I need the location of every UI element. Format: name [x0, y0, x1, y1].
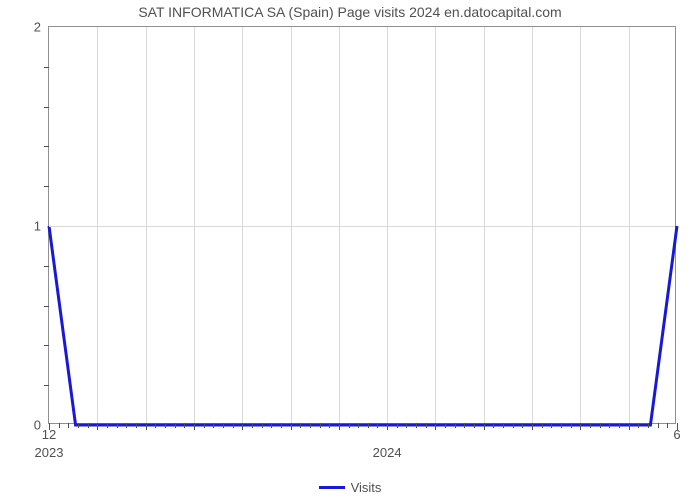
- x-minor-tick: [310, 423, 311, 428]
- x-minor-tick: [590, 423, 591, 428]
- visits-line: [49, 226, 677, 425]
- x-minor-tick: [184, 423, 185, 428]
- x-tick-label: 12: [42, 423, 56, 442]
- x-minor-tick: [455, 423, 456, 428]
- x-major-tick: [629, 423, 630, 430]
- grid-line-v: [339, 27, 340, 423]
- x-minor-tick: [542, 423, 543, 428]
- x-minor-tick: [658, 423, 659, 428]
- x-minor-tick: [571, 423, 572, 428]
- x-minor-tick: [561, 423, 562, 428]
- x-minor-tick: [397, 423, 398, 428]
- y-minor-tick: [44, 266, 49, 267]
- x-major-tick: [435, 423, 436, 430]
- grid-line-v: [532, 27, 533, 423]
- grid-line-v: [242, 27, 243, 423]
- x-minor-tick: [522, 423, 523, 428]
- x-minor-tick: [281, 423, 282, 428]
- y-minor-tick: [44, 345, 49, 346]
- x-minor-tick: [59, 423, 60, 428]
- x-minor-tick: [600, 423, 601, 428]
- x-major-tick: [194, 423, 195, 430]
- y-minor-tick: [44, 107, 49, 108]
- y-minor-tick: [44, 385, 49, 386]
- x-minor-tick: [117, 423, 118, 428]
- legend-label: Visits: [351, 480, 382, 495]
- grid-line-v: [629, 27, 630, 423]
- legend-swatch: [319, 486, 345, 489]
- x-minor-tick: [126, 423, 127, 428]
- grid-line-v: [484, 27, 485, 423]
- x-minor-tick: [551, 423, 552, 428]
- x-minor-tick: [377, 423, 378, 428]
- y-minor-tick: [44, 146, 49, 147]
- grid-line-v: [580, 27, 581, 423]
- x-minor-tick: [426, 423, 427, 428]
- x-minor-tick: [88, 423, 89, 428]
- y-minor-tick: [44, 306, 49, 307]
- x-minor-tick: [464, 423, 465, 428]
- x-minor-tick: [648, 423, 649, 428]
- x-minor-tick: [667, 423, 668, 428]
- x-minor-tick: [271, 423, 272, 428]
- x-secondary-label: 2023: [35, 445, 64, 460]
- y-minor-tick: [44, 186, 49, 187]
- x-minor-tick: [223, 423, 224, 428]
- x-major-tick: [146, 423, 147, 430]
- grid-line-v: [291, 27, 292, 423]
- x-minor-tick: [474, 423, 475, 428]
- x-minor-tick: [406, 423, 407, 428]
- x-minor-tick: [78, 423, 79, 428]
- x-major-tick: [291, 423, 292, 430]
- x-major-tick: [339, 423, 340, 430]
- y-minor-tick: [44, 67, 49, 68]
- x-minor-tick: [165, 423, 166, 428]
- x-minor-tick: [513, 423, 514, 428]
- x-minor-tick: [262, 423, 263, 428]
- x-minor-tick: [619, 423, 620, 428]
- x-minor-tick: [136, 423, 137, 428]
- x-minor-tick: [638, 423, 639, 428]
- x-minor-tick: [503, 423, 504, 428]
- grid-line-v: [97, 27, 98, 423]
- x-minor-tick: [493, 423, 494, 428]
- x-minor-tick: [445, 423, 446, 428]
- x-minor-tick: [320, 423, 321, 428]
- x-minor-tick: [300, 423, 301, 428]
- x-major-tick: [484, 423, 485, 430]
- chart-title: SAT INFORMATICA SA (Spain) Page visits 2…: [0, 4, 700, 20]
- x-secondary-label: 2024: [373, 445, 402, 460]
- x-minor-tick: [329, 423, 330, 428]
- x-major-tick: [580, 423, 581, 430]
- x-minor-tick: [349, 423, 350, 428]
- x-major-tick: [532, 423, 533, 430]
- x-minor-tick: [358, 423, 359, 428]
- x-minor-tick: [204, 423, 205, 428]
- x-major-tick: [97, 423, 98, 430]
- x-major-tick: [242, 423, 243, 430]
- grid-line-v: [146, 27, 147, 423]
- y-tick-label: 1: [34, 219, 49, 234]
- legend: Visits: [0, 480, 700, 495]
- x-minor-tick: [368, 423, 369, 428]
- x-minor-tick: [155, 423, 156, 428]
- x-minor-tick: [213, 423, 214, 428]
- x-minor-tick: [609, 423, 610, 428]
- x-minor-tick: [68, 423, 69, 428]
- plot-area: 01212620232024: [48, 26, 676, 424]
- x-minor-tick: [416, 423, 417, 428]
- grid-line-v: [435, 27, 436, 423]
- y-tick-label: 2: [34, 20, 49, 35]
- x-tick-label: 6: [673, 423, 680, 442]
- x-minor-tick: [107, 423, 108, 428]
- x-minor-tick: [252, 423, 253, 428]
- x-minor-tick: [233, 423, 234, 428]
- grid-line-v: [194, 27, 195, 423]
- x-minor-tick: [175, 423, 176, 428]
- x-major-tick: [387, 423, 388, 430]
- grid-line-v: [387, 27, 388, 423]
